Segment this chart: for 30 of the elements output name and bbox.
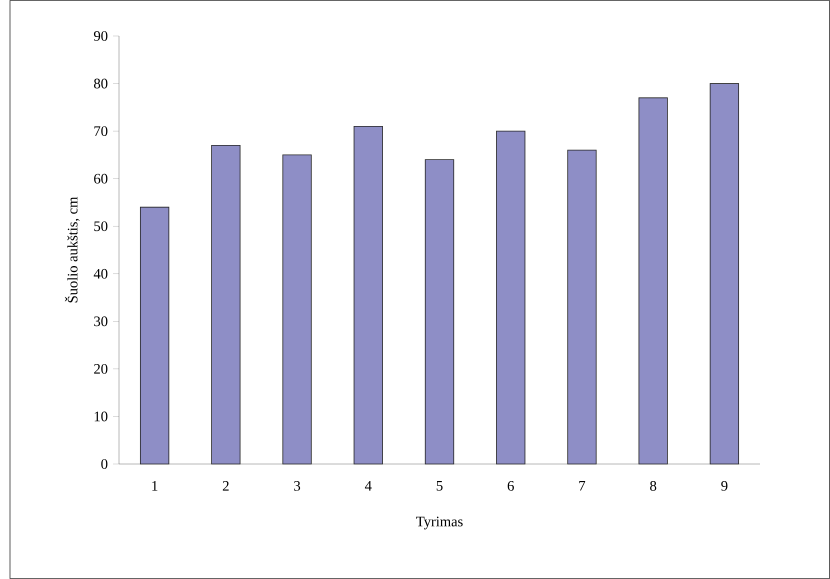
- bar: [211, 144, 240, 464]
- x-tick-label: 2: [222, 481, 229, 491]
- y-tick-label: 60: [94, 174, 108, 184]
- y-tick-label: 30: [94, 316, 108, 326]
- bar: [710, 83, 740, 464]
- y-tick-label: 50: [94, 221, 108, 232]
- bar: [496, 130, 526, 464]
- bar: [424, 159, 454, 464]
- bar: [354, 126, 383, 464]
- x-tick-label: 1: [152, 481, 158, 491]
- y-tick-label: 70: [94, 126, 108, 136]
- y-tick-label: 0: [101, 459, 108, 469]
- bar: [567, 150, 597, 464]
- x-tick-label: 6: [508, 481, 514, 491]
- x-tick-label: 7: [579, 481, 586, 491]
- y-tick-label: 90: [94, 31, 108, 41]
- bar: [140, 206, 170, 464]
- x-axis-title: Tyrimas: [416, 516, 463, 530]
- x-tick-label: 8: [650, 481, 656, 491]
- y-axis-title: Šuolio aukštis, cm: [64, 196, 80, 302]
- x-tick-label: 4: [364, 481, 372, 491]
- x-tick-label: 5: [436, 481, 443, 491]
- y-tick-label: 80: [94, 78, 108, 88]
- y-tick-label: 40: [94, 268, 108, 279]
- y-tick-label: 20: [94, 364, 108, 374]
- bar: [282, 154, 312, 464]
- y-tick-label: 10: [94, 412, 108, 422]
- bar: [638, 97, 668, 464]
- x-tick-label: 3: [294, 481, 300, 491]
- x-tick-label: 9: [721, 481, 728, 491]
